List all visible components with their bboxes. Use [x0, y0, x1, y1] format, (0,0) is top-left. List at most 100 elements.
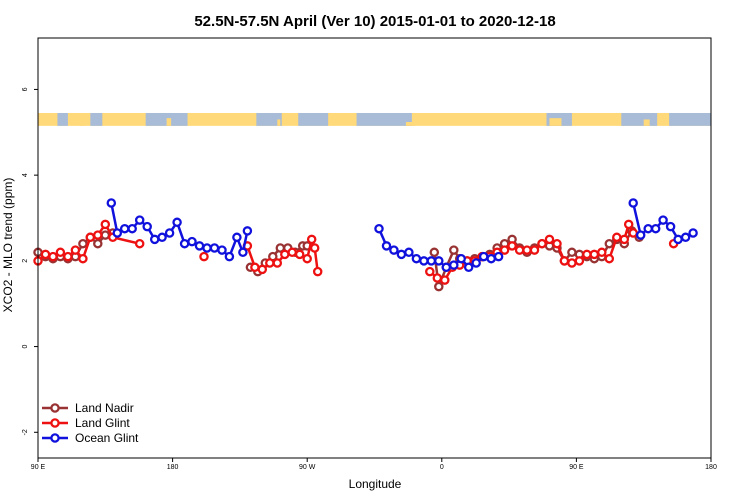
data-point: [265, 258, 275, 268]
y-tick-label: 4: [22, 173, 29, 177]
data-point: [238, 247, 248, 258]
data-point: [312, 266, 323, 277]
data-point: [597, 247, 607, 258]
data-point: [142, 221, 152, 232]
data-point: [426, 256, 437, 266]
chart-title: 52.5N-57.5N April (Ver 10) 2015-01-01 to…: [194, 13, 555, 30]
data-point: [194, 241, 205, 251]
band-land-patch: [549, 118, 562, 126]
data-point: [493, 251, 504, 262]
band-ocean: [298, 113, 329, 126]
data-point: [425, 266, 435, 277]
data-point: [100, 230, 111, 240]
axis-ticks: 90 E 180 90 W 0 90 E 180 -2 0 2 4 6: [22, 87, 717, 471]
data-point: [552, 238, 562, 249]
data-point: [486, 253, 496, 264]
data-point: [635, 230, 646, 240]
data-point: [119, 223, 130, 234]
data-point: [374, 223, 384, 234]
band-ocean: [57, 113, 68, 126]
data-point: [202, 243, 212, 253]
band-ocean: [90, 113, 103, 126]
band-land-patch: [79, 120, 85, 126]
data-point: [48, 251, 58, 262]
x-tick-label: 90 W: [299, 464, 316, 471]
data-point: [604, 253, 615, 264]
data-point: [93, 230, 103, 240]
data-point: [242, 226, 253, 236]
data-point: [287, 247, 297, 258]
legend-marker: [50, 433, 60, 443]
data-point: [440, 275, 450, 285]
series-layer: [33, 198, 698, 292]
data-point: [149, 234, 160, 245]
data-point: [619, 234, 630, 245]
data-point: [164, 228, 175, 238]
data-point: [63, 251, 73, 262]
data-point: [100, 219, 111, 230]
data-point: [85, 232, 96, 243]
legend-label: Land Nadir: [75, 401, 134, 415]
data-point: [55, 247, 66, 258]
data-point: [209, 243, 220, 253]
band-ocean: [621, 113, 658, 126]
y-tick-label: 0: [22, 345, 29, 349]
data-point: [187, 236, 197, 247]
band-ocean: [669, 113, 711, 126]
data-point: [463, 262, 474, 273]
data-point: [612, 232, 622, 243]
data-point: [232, 232, 242, 243]
data-point: [179, 238, 190, 249]
data-point: [589, 249, 600, 260]
data-point: [673, 234, 683, 245]
data-point: [478, 251, 489, 262]
data-point: [429, 247, 440, 258]
data-point: [134, 215, 145, 225]
data-point: [172, 217, 182, 228]
data-point: [432, 273, 443, 283]
data-point: [257, 264, 268, 275]
data-point: [411, 253, 422, 264]
data-point: [302, 253, 312, 264]
data-point: [688, 228, 698, 238]
data-point: [537, 238, 547, 249]
data-point: [106, 198, 117, 208]
y-tick-label: -2: [22, 429, 29, 435]
data-point: [507, 241, 517, 251]
data-point: [280, 249, 290, 260]
data-point: [112, 228, 123, 238]
data-point: [441, 262, 452, 273]
y-tick-label: 2: [22, 259, 29, 263]
data-point: [567, 247, 577, 258]
legend-label: Ocean Glint: [75, 431, 139, 445]
data-point: [381, 241, 392, 251]
data-point: [40, 249, 51, 260]
data-point: [499, 245, 510, 255]
data-point: [134, 238, 145, 249]
data-point: [471, 258, 481, 268]
x-tick-label: 180: [705, 464, 717, 471]
x-axis-label: Longitude: [349, 477, 402, 491]
data-point: [604, 238, 615, 249]
data-point: [93, 238, 103, 249]
data-point: [544, 234, 555, 245]
land-ocean-band: [38, 113, 711, 126]
band-land-patch: [277, 119, 281, 126]
data-point: [419, 256, 429, 266]
data-point: [623, 219, 634, 230]
data-point: [396, 249, 407, 260]
data-point: [389, 245, 399, 255]
data-point: [665, 221, 676, 232]
data-point: [456, 253, 466, 264]
band-ocean: [356, 113, 412, 126]
data-point: [70, 245, 81, 255]
legend-marker: [50, 418, 60, 428]
data-point: [404, 247, 414, 258]
x-tick-label: 0: [440, 464, 444, 471]
data-point: [449, 245, 459, 255]
band-ocean: [145, 113, 188, 126]
series-ocean-glint: [106, 198, 698, 273]
data-point: [574, 256, 585, 266]
